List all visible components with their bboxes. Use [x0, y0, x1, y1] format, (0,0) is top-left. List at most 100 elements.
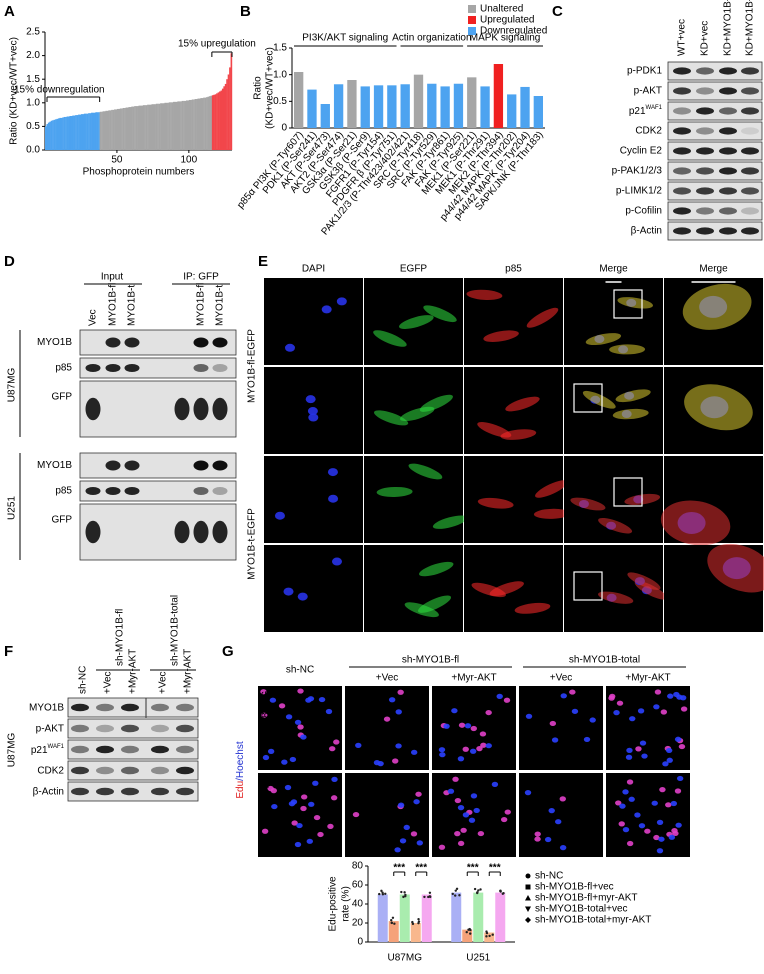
- blot-strip: [667, 101, 763, 121]
- row-label: p-PDK1: [627, 66, 662, 77]
- bar: [72, 115, 74, 150]
- blot-band: [176, 703, 194, 712]
- blot-band: [71, 703, 89, 712]
- bar: [173, 101, 175, 150]
- edu-nucleus: [383, 716, 391, 722]
- blot-band: [719, 207, 737, 215]
- blot-band: [696, 147, 714, 155]
- blot-band: [174, 397, 190, 421]
- data-dot: [417, 920, 421, 923]
- edu-nucleus: [616, 700, 624, 706]
- bar: [462, 929, 473, 942]
- row-label: p-PAK1/2/3: [612, 166, 663, 177]
- edu-nucleus: [270, 788, 277, 794]
- blot-band: [124, 337, 140, 348]
- blot-band: [719, 167, 737, 175]
- cell-body: [609, 344, 646, 355]
- cell-body: [376, 486, 413, 497]
- nucleus: [321, 305, 332, 314]
- blot-strip: [667, 221, 763, 241]
- data-dot: [402, 895, 405, 899]
- bar: [307, 89, 317, 128]
- hoechst-nucleus: [491, 781, 499, 787]
- hoechst-nucleus: [651, 800, 658, 806]
- row-label: p85: [55, 363, 72, 374]
- hoechst-nucleus: [473, 807, 480, 814]
- bar: [196, 99, 198, 150]
- bar: [201, 98, 204, 150]
- significance: ***: [489, 863, 501, 874]
- bar: [221, 88, 224, 150]
- blot-band: [696, 107, 714, 115]
- bar: [180, 101, 182, 150]
- blot-band: [212, 397, 228, 421]
- data-dot: [502, 891, 505, 895]
- bar: [400, 84, 410, 128]
- hoechst-nucleus: [629, 716, 636, 722]
- bar: [210, 95, 213, 150]
- legend-label: Downregulated: [480, 26, 547, 37]
- micrograph: [519, 773, 603, 857]
- y-tick-label: 2.5: [26, 27, 40, 38]
- hoechst-nucleus: [462, 812, 470, 818]
- x-tick-label: 50: [111, 155, 123, 166]
- micrograph: [264, 456, 363, 543]
- edu-nucleus: [534, 836, 541, 842]
- blot-band: [741, 167, 759, 175]
- bar: [157, 103, 159, 150]
- blot-band: [85, 364, 101, 372]
- significance: ***: [393, 863, 405, 874]
- bar: [227, 74, 230, 150]
- bar: [495, 892, 506, 942]
- edu-nucleus: [329, 746, 336, 752]
- data-dot: [476, 891, 479, 894]
- group-label: sh-MYO1B-total: [170, 595, 181, 666]
- blot-band: [719, 127, 737, 135]
- column-label: +Myr-AKT: [625, 673, 670, 684]
- data-dot: [428, 891, 432, 894]
- cell-body: [419, 561, 454, 577]
- legend-marker: [525, 906, 531, 912]
- edu-nucleus: [333, 739, 340, 745]
- x-axis-label: Phosphoprotein numbers: [83, 167, 195, 178]
- blot-strip: [667, 61, 763, 81]
- bar: [55, 119, 57, 150]
- blot-band: [193, 460, 209, 471]
- hoechst-nucleus: [443, 723, 450, 729]
- bar: [177, 101, 179, 150]
- row-label: β-Actin: [631, 226, 662, 237]
- nucleus: [284, 343, 295, 352]
- nucleus: [331, 557, 342, 566]
- edu-nucleus: [462, 746, 469, 752]
- bar: [388, 921, 399, 942]
- hoechst-nucleus: [679, 695, 687, 701]
- bar: [132, 106, 135, 150]
- hoechst-nucleus: [306, 838, 313, 844]
- row-label: p85: [55, 486, 72, 497]
- y-tick-label: 20: [352, 918, 364, 929]
- data-dot: [488, 934, 491, 938]
- stain-edu: Edu: [235, 781, 246, 799]
- hoechst-nucleus: [267, 748, 275, 754]
- bar: [160, 103, 162, 150]
- hoechst-nucleus: [373, 760, 381, 766]
- bar: [168, 102, 171, 150]
- cell-body: [477, 497, 514, 509]
- blot-band: [719, 227, 737, 235]
- bar: [219, 91, 221, 150]
- nucleus: [327, 468, 338, 477]
- edu-nucleus: [559, 796, 566, 802]
- micrograph: [364, 545, 463, 632]
- blot-band: [121, 724, 139, 733]
- edu-nucleus: [480, 742, 487, 748]
- bar: [134, 106, 136, 150]
- y-tick-label: 1.5: [26, 74, 40, 85]
- micrograph: [345, 686, 429, 770]
- cell-body: [373, 330, 407, 347]
- bar: [99, 111, 102, 150]
- column-label: +Vec: [103, 671, 114, 694]
- row-label-main: p21: [31, 745, 48, 756]
- bar: [208, 96, 211, 150]
- bar: [119, 108, 122, 150]
- data-dot: [378, 892, 381, 896]
